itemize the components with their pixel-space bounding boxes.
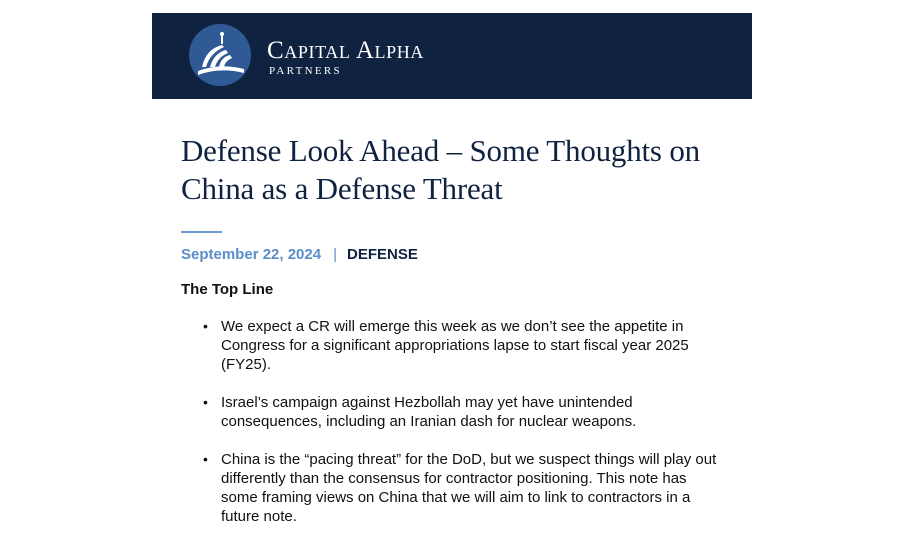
- section-heading: The Top Line: [181, 281, 274, 298]
- article-category: DEFENSE: [347, 246, 418, 263]
- capitol-dome-logo-icon: [189, 24, 251, 86]
- list-item-text: We expect a CR will emerge this week as …: [221, 318, 689, 373]
- article-meta: September 22, 2024 | DEFENSE: [181, 246, 418, 264]
- bullet-icon: •: [203, 451, 208, 467]
- brand-name: Capital Alpha: [267, 37, 424, 64]
- meta-separator: |: [333, 246, 337, 263]
- list-item: • China is the “pacing threat” for the D…: [203, 450, 721, 526]
- header-banner: Capital Alpha PARTNERS: [152, 13, 752, 99]
- list-item-text: Israel’s campaign against Hezbollah may …: [221, 394, 637, 430]
- bullet-icon: •: [203, 394, 208, 410]
- list-item-text: China is the “pacing threat” for the DoD…: [221, 451, 717, 525]
- brand-subtitle: PARTNERS: [269, 65, 342, 77]
- article-date: September 22, 2024: [181, 246, 322, 263]
- top-line-list: • We expect a CR will emerge this week a…: [203, 317, 721, 545]
- accent-rule: [181, 231, 222, 233]
- article-title: Defense Look Ahead – Some Thoughts on Ch…: [181, 133, 700, 206]
- bullet-icon: •: [203, 318, 208, 334]
- list-item: • Israel’s campaign against Hezbollah ma…: [203, 393, 721, 431]
- list-item: • We expect a CR will emerge this week a…: [203, 317, 721, 374]
